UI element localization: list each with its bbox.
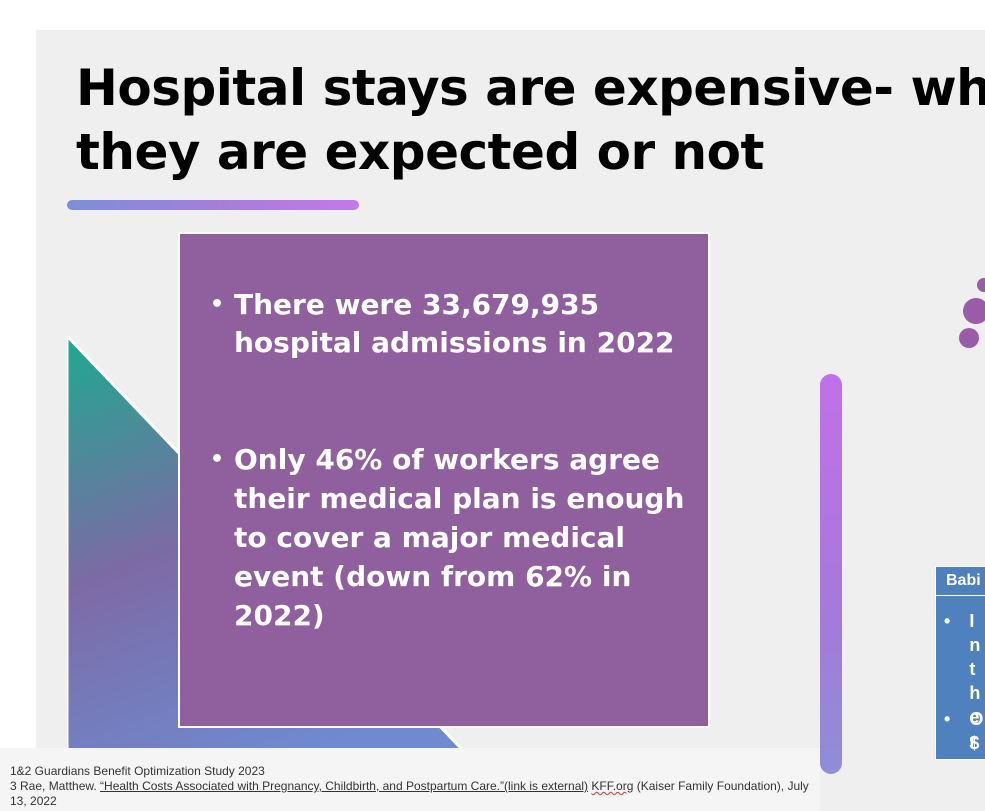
stat-text: There were 33,679,935 hospital admission… [234, 288, 675, 359]
title-line-2: they are expected or not [76, 123, 764, 181]
bullet-dot-icon: • [944, 709, 951, 729]
bullet-dot-icon: • [944, 611, 951, 631]
stats-panel: • There were 33,679,935 hospital admissi… [178, 232, 710, 728]
footnote-line-3: 13, 2022 [10, 794, 57, 808]
title-underline [67, 200, 359, 210]
decorative-dot [963, 298, 985, 324]
decorative-dot [977, 278, 985, 292]
side-info-box: Babi • In th er • O $2 [935, 566, 985, 760]
side-box-bullet: • O $2 [944, 707, 985, 759]
vertical-accent-bar [820, 374, 842, 774]
footnote-author: 3 Rae, Matthew. [10, 779, 101, 793]
slide-title: Hospital stays are expensive- whether th… [76, 56, 985, 184]
footnote-source-rest: (Kaiser Family Foundation), July [633, 779, 809, 793]
footnote-article-link[interactable]: “Health Costs Associated with Pregnancy,… [100, 779, 589, 793]
stat-text: Only 46% of workers agree their medical … [234, 443, 685, 632]
side-box-title: Babi [936, 567, 985, 596]
footnote-source-site: KFF.org [591, 779, 634, 793]
side-bullet-text: O $2 [969, 709, 984, 759]
side-box-bullet: • In th er [944, 609, 983, 753]
side-bullet-text: In th er [969, 611, 981, 751]
decorative-dot [959, 328, 979, 348]
footnote-line-1: 1&2 Guardians Benefit Optimization Study… [10, 764, 265, 778]
footnote-line-2: 3 Rae, Matthew. “Health Costs Associated… [10, 779, 820, 794]
stat-bullet-coverage: • Only 46% of workers agree their medica… [210, 440, 690, 635]
slide: Hospital stays are expensive- whether th… [36, 30, 985, 811]
bullet-dot-icon: • [210, 292, 225, 317]
footnote: 1&2 Guardians Benefit Optimization Study… [0, 748, 820, 811]
stat-bullet-admissions: • There were 33,679,935 hospital admissi… [210, 286, 680, 362]
title-line-1: Hospital stays are expensive- whether [76, 59, 985, 117]
bullet-dot-icon: • [210, 447, 225, 472]
